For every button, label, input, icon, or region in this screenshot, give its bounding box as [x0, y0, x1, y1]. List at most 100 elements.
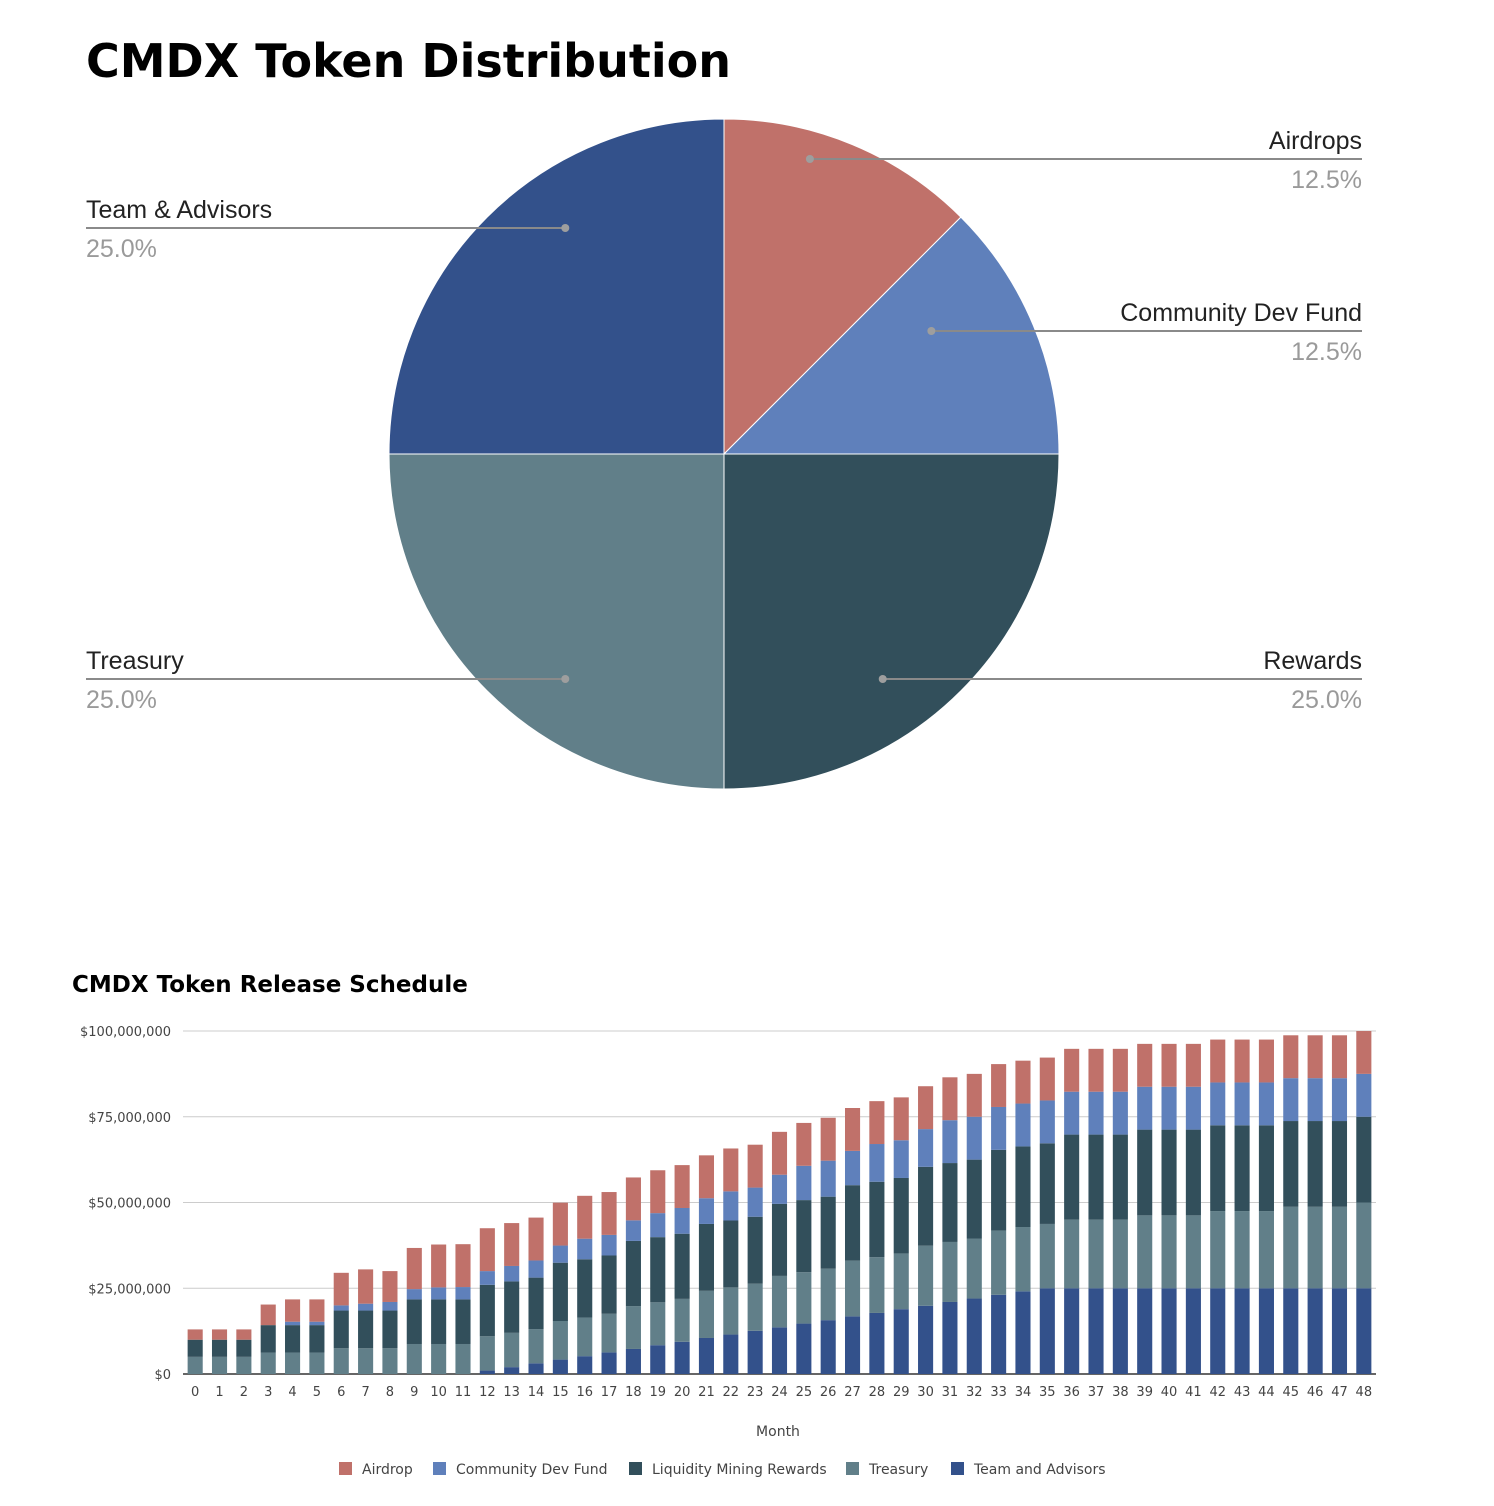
bar-treasury-month-42: [1210, 1211, 1226, 1289]
bar-treasury-month-21: [698, 1290, 715, 1338]
bar-airdrop-month-45: [1283, 1035, 1299, 1079]
bar-liquidity-mining-rewards-month-32: [966, 1159, 982, 1239]
bar-community-dev-fund-month-21: [698, 1198, 715, 1224]
bar-airdrop-month-32: [966, 1073, 982, 1117]
bar-community-dev-fund-month-6: [333, 1305, 349, 1311]
bar-team-and-advisors-month-20: [674, 1341, 690, 1374]
pie-chart-title: CMDX Token Distribution: [86, 34, 731, 88]
x-tick-label: 19: [649, 1385, 666, 1400]
bar-treasury-month-6: [333, 1348, 349, 1374]
bar-team-and-advisors-month-46: [1307, 1288, 1323, 1374]
bar-treasury-month-32: [966, 1238, 982, 1299]
y-tick-label: $50,000,000: [88, 1197, 171, 1212]
x-tick-label: 11: [455, 1385, 472, 1400]
bar-liquidity-mining-rewards-month-8: [382, 1310, 398, 1349]
bar-liquidity-mining-rewards-month-34: [1015, 1146, 1031, 1228]
x-tick-label: 16: [576, 1385, 593, 1400]
bar-community-dev-fund-month-33: [991, 1106, 1007, 1150]
bar-team-and-advisors-month-17: [601, 1352, 617, 1374]
bar-treasury-month-30: [918, 1245, 934, 1306]
bar-treasury-month-17: [601, 1313, 617, 1353]
bar-liquidity-mining-rewards-month-40: [1161, 1129, 1177, 1216]
bar-community-dev-fund-month-35: [1039, 1100, 1055, 1144]
x-tick-label: 23: [747, 1385, 764, 1400]
bar-team-and-advisors-month-21: [698, 1337, 715, 1374]
x-tick-label: 39: [1136, 1385, 1153, 1400]
bar-community-dev-fund-month-23: [747, 1187, 763, 1217]
x-tick-label: 36: [1063, 1385, 1080, 1400]
bar-community-dev-fund-month-27: [844, 1150, 861, 1186]
bar-airdrop-month-42: [1210, 1039, 1226, 1083]
bar-community-dev-fund-month-15: [552, 1245, 568, 1263]
bar-treasury-month-46: [1307, 1206, 1323, 1289]
bar-liquidity-mining-rewards-month-12: [479, 1284, 495, 1337]
bar-liquidity-mining-rewards-month-13: [504, 1281, 520, 1333]
y-tick-label: $25,000,000: [88, 1282, 171, 1297]
legend-swatch-team-and-advisors: [951, 1462, 964, 1475]
bar-treasury-month-26: [820, 1268, 836, 1321]
bar-airdrop-month-36: [1064, 1048, 1080, 1092]
pie-label-airdrops: Airdrops: [1269, 127, 1362, 155]
bar-community-dev-fund-month-34: [1015, 1103, 1031, 1147]
bar-treasury-month-35: [1039, 1223, 1055, 1289]
bar-community-dev-fund-month-37: [1088, 1091, 1104, 1135]
pie-percent-rewards: 25.0%: [1291, 686, 1362, 714]
bar-liquidity-mining-rewards-month-16: [577, 1259, 593, 1318]
bar-liquidity-mining-rewards-month-25: [796, 1200, 812, 1273]
bar-liquidity-mining-rewards-month-47: [1331, 1121, 1348, 1207]
x-tick-label: 15: [552, 1385, 569, 1400]
bar-airdrop-month-37: [1088, 1048, 1104, 1092]
bar-liquidity-mining-rewards-month-7: [358, 1310, 374, 1349]
x-tick-label: 5: [313, 1385, 321, 1400]
bar-community-dev-fund-month-42: [1210, 1082, 1226, 1126]
bar-airdrop-month-30: [918, 1086, 934, 1130]
bar-team-and-advisors-month-14: [528, 1363, 544, 1374]
bar-community-dev-fund-month-22: [723, 1191, 739, 1221]
bar-community-dev-fund-month-19: [650, 1213, 666, 1238]
bar-airdrop-month-35: [1039, 1057, 1055, 1101]
bar-airdrop-month-22: [723, 1148, 739, 1192]
bar-team-and-advisors-month-40: [1161, 1288, 1177, 1374]
bar-treasury-month-2: [236, 1356, 252, 1374]
bar-team-and-advisors-month-39: [1137, 1288, 1153, 1374]
bar-treasury-month-31: [942, 1241, 958, 1302]
y-tick-label: $75,000,000: [88, 1111, 171, 1126]
bar-airdrop-month-18: [625, 1177, 641, 1221]
bar-airdrop-month-16: [577, 1195, 593, 1239]
bar-treasury-month-10: [431, 1343, 447, 1374]
bar-airdrop-month-13: [504, 1223, 520, 1266]
bar-liquidity-mining-rewards-month-15: [552, 1262, 568, 1322]
pie-slice-airdrops: [723, 118, 962, 456]
bar-treasury-month-37: [1088, 1219, 1104, 1289]
pie-label-team-and-advisors: Team & Advisors: [86, 196, 272, 224]
legend-label-community-dev-fund: Community Dev Fund: [456, 1462, 608, 1478]
bar-airdrop-month-47: [1331, 1035, 1348, 1079]
bar-community-dev-fund-month-29: [893, 1140, 909, 1178]
bar-liquidity-mining-rewards-month-30: [918, 1166, 934, 1246]
bar-community-dev-fund-month-4: [285, 1321, 301, 1326]
legend-swatch-liquidity-mining-rewards: [629, 1462, 642, 1475]
bar-airdrop-month-31: [942, 1077, 958, 1121]
bar-liquidity-mining-rewards-month-36: [1064, 1134, 1080, 1220]
pie-leader-dot-team-and-advisors: [561, 224, 570, 232]
x-tick-label: 3: [264, 1385, 272, 1400]
x-tick-label: 45: [1283, 1385, 1300, 1400]
bar-team-and-advisors-month-33: [991, 1294, 1007, 1374]
bar-liquidity-mining-rewards-month-23: [747, 1216, 763, 1284]
x-tick-label: 21: [698, 1385, 715, 1400]
bar-treasury-month-29: [893, 1253, 909, 1310]
bar-treasury-month-7: [358, 1348, 374, 1374]
x-tick-label: 8: [386, 1385, 394, 1400]
pie-label-treasury: Treasury: [86, 647, 184, 675]
x-tick-label: 29: [893, 1385, 910, 1400]
x-tick-label: 4: [288, 1385, 296, 1400]
bar-liquidity-mining-rewards-month-29: [893, 1177, 909, 1254]
bar-community-dev-fund-month-30: [918, 1129, 934, 1167]
pie-leader-dot-community-dev-fund: [927, 327, 936, 335]
bar-liquidity-mining-rewards-month-38: [1112, 1134, 1128, 1220]
bar-airdrop-month-26: [820, 1117, 836, 1161]
bar-airdrop-month-11: [455, 1244, 471, 1288]
legend-swatch-airdrop: [339, 1462, 352, 1475]
x-tick-label: 43: [1234, 1385, 1251, 1400]
bar-chart-title: CMDX Token Release Schedule: [72, 972, 468, 998]
